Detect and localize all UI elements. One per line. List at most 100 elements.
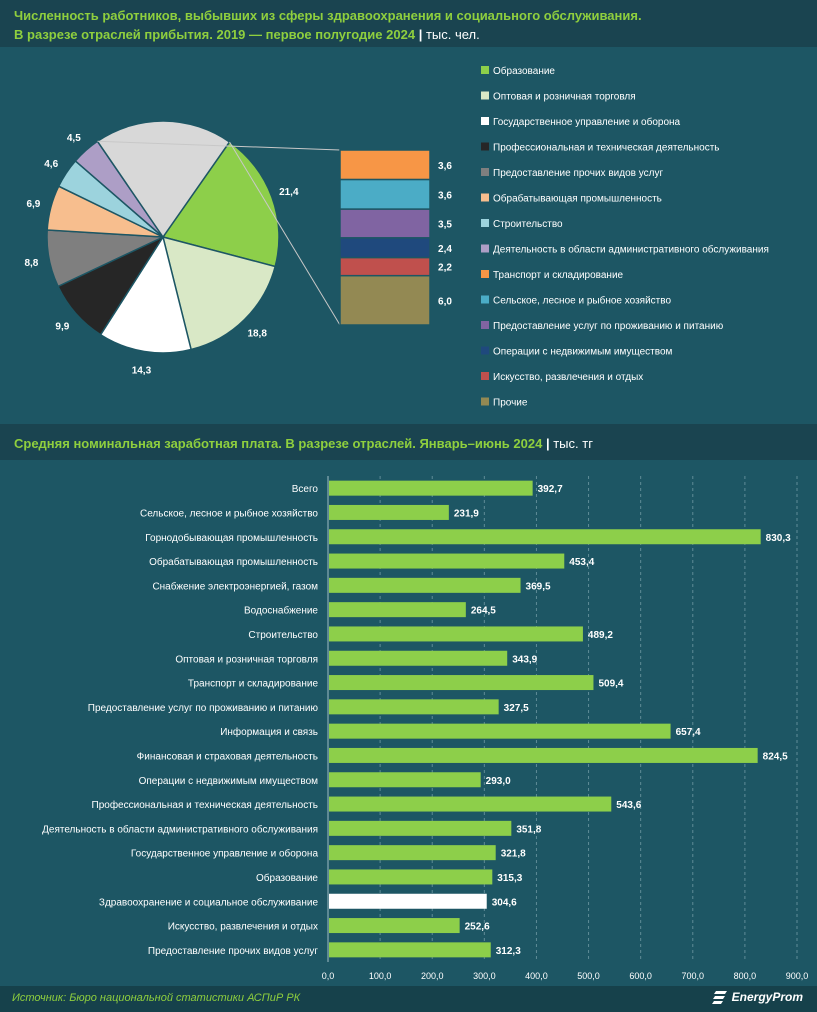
bar-value-label: 392,7: [538, 484, 563, 495]
bar: [329, 675, 594, 691]
x-tick-label: 800,0: [734, 971, 757, 981]
pie-slice-label: 4,5: [67, 133, 81, 144]
legend-label: Операции с недвижимым имуществом: [493, 347, 673, 358]
bar-category-label: Обрабатывающая промышленность: [149, 556, 318, 568]
legend-label: Профессиональная и техническая деятельно…: [493, 142, 719, 154]
bar: [329, 942, 491, 958]
bar-category-label: Предоставление прочих видов услуг: [148, 946, 318, 957]
bar: [329, 480, 533, 496]
legend-label: Предоставление прочих видов услуг: [493, 168, 663, 179]
bar-value-label: 824,5: [763, 751, 788, 762]
bar: [329, 602, 466, 618]
bar: [329, 699, 499, 715]
footer: Источник: Бюро национальной статистики А…: [0, 986, 817, 1012]
bar-category-label: Предоставление услуг по проживанию и пит…: [88, 703, 319, 714]
legend-swatch: [481, 372, 489, 380]
bar: [329, 626, 583, 642]
breakout-segment: [339, 237, 431, 259]
legend-swatch: [481, 270, 489, 278]
bar-unit: тыс. тг: [553, 436, 593, 451]
bar: [329, 893, 487, 909]
legend-label: Оптовая и розничная торговля: [493, 92, 636, 103]
bar-category-label: Строительство: [248, 630, 318, 641]
bar: [329, 820, 512, 836]
bar-category-label: Образование: [256, 872, 318, 884]
bar-value-label: 543,6: [616, 800, 641, 811]
bar: [329, 747, 758, 763]
bar-value-label: 293,0: [486, 776, 511, 787]
bar-value-label: 453,4: [569, 557, 594, 568]
breakout-label: 2,4: [438, 244, 452, 255]
bar-category-label: Финансовая и страховая деятельность: [137, 751, 318, 762]
bar-value-label: 657,4: [676, 727, 701, 738]
bar-category-label: Снабжение электроэнергией, газом: [152, 580, 318, 592]
breakout-label: 3,6: [438, 161, 452, 172]
pie-slice: [99, 235, 193, 354]
legend-swatch: [481, 321, 489, 329]
legend-label: Государственное управление и оборона: [493, 116, 681, 128]
bar-category-label: Транспорт и складирование: [188, 679, 319, 690]
bar-category-label: Операции с недвижимым имуществом: [139, 776, 319, 787]
x-tick-label: 400,0: [525, 971, 548, 981]
legend-label: Сельское, лесное и рыбное хозяйство: [493, 295, 671, 307]
x-tick-label: 500,0: [577, 971, 600, 981]
bar: [329, 553, 565, 569]
bar-category-label: Сельское, лесное и рыбное хозяйство: [140, 507, 318, 519]
pie-slice-label: 14,3: [132, 365, 152, 376]
bar-value-label: 327,5: [504, 703, 529, 714]
bar-value-label: 231,9: [454, 508, 479, 519]
bar-category-label: Всего: [292, 484, 319, 495]
legend-label: Строительство: [493, 219, 563, 230]
legend-swatch: [481, 193, 489, 202]
pie-slice: [96, 120, 231, 239]
pie-slice-label: 4,6: [44, 159, 58, 170]
bar-value-label: 343,9: [512, 654, 537, 665]
bar-category-label: Информация и связь: [220, 726, 318, 738]
breakout-label: 6,0: [438, 296, 452, 307]
legend-swatch: [481, 397, 489, 406]
bar: [329, 796, 612, 812]
bar-category-label: Здравоохранение и социальное обслуживани…: [99, 896, 319, 908]
brand-name: EnergyProm: [731, 990, 803, 1004]
pie-slice: [161, 140, 280, 268]
bar-value-label: 252,6: [465, 922, 490, 933]
pie-slice: [161, 235, 277, 351]
pie-slice-label: 9,9: [55, 321, 69, 332]
bar-header: Средняя номинальная заработная плата. В …: [0, 424, 817, 460]
bar: [329, 529, 761, 545]
legend-label: Предоставление услуг по проживанию и пит…: [493, 321, 724, 332]
bar: [329, 918, 460, 934]
bar: [329, 869, 493, 885]
legend-label: Прочие: [493, 398, 528, 409]
bar-value-label: 315,3: [497, 873, 522, 884]
legend-swatch: [481, 168, 489, 176]
legend-swatch: [481, 66, 489, 74]
pie-header: Численность работников, выбывших из сфер…: [0, 0, 817, 47]
x-tick-label: 600,0: [629, 971, 652, 981]
bar-category-label: Искусство, развлечения и отдых: [168, 922, 318, 933]
source-text: Источник: Бюро национальной статистики А…: [12, 992, 301, 1004]
pie-title: Численность работников, выбывших из сфер…: [14, 8, 642, 42]
bar-value-label: 264,5: [471, 606, 496, 617]
x-tick-label: 0,0: [322, 971, 335, 981]
legend-swatch: [481, 91, 489, 100]
legend-swatch: [481, 219, 489, 227]
legend-swatch: [481, 142, 489, 151]
bar: [329, 504, 449, 520]
bar-title: Средняя номинальная заработная плата. В …: [14, 436, 593, 451]
breakout-segment: [339, 274, 431, 326]
bar: [329, 577, 521, 593]
pie-slice-label: 8,8: [24, 258, 38, 269]
legend-swatch: [481, 346, 489, 355]
breakout-segment: [339, 256, 431, 277]
breakout-segment: [339, 149, 431, 181]
bar-value-label: 509,4: [598, 679, 623, 690]
x-tick-label: 300,0: [473, 971, 496, 981]
breakout-label: 3,5: [438, 220, 452, 231]
bar: [329, 650, 508, 666]
breakout-segment: [339, 178, 431, 210]
bar-value-label: 830,3: [766, 533, 791, 544]
bar-panel: 0,0 100,0 200,0 300,0 400,0 500,0 600,0 700,0 80…: [0, 460, 817, 986]
x-tick-label: 100,0: [369, 971, 392, 981]
bar-value-label: 351,8: [516, 824, 541, 835]
